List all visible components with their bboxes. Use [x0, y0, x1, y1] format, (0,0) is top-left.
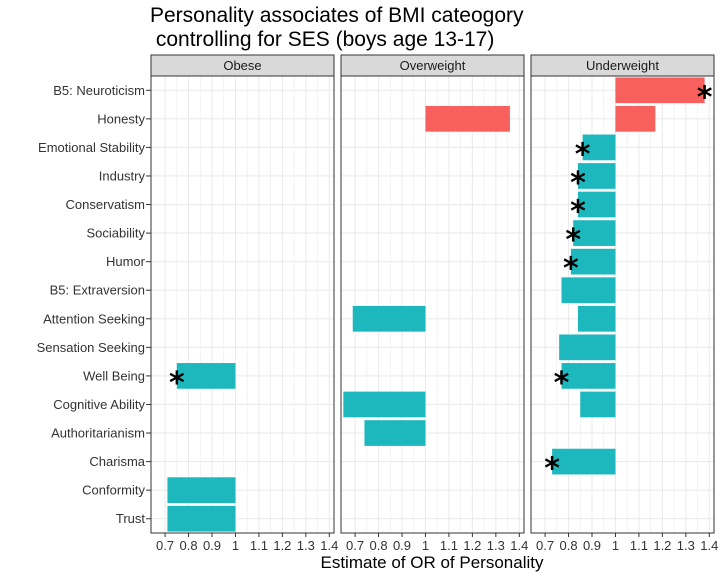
bar-underweight-cognitive-ability — [580, 391, 616, 418]
panel-background — [341, 76, 524, 533]
bar-underweight-conservatism — [577, 191, 616, 218]
bar-underweight-sensation-seeking — [559, 334, 616, 361]
bar-obese-conformity — [167, 477, 236, 504]
panel-background — [151, 76, 334, 533]
y-tick-label-industry: Industry — [99, 168, 146, 183]
significance-star: * — [544, 452, 560, 487]
bar-overweight-authoritarianism — [364, 420, 426, 446]
x-tick-label: 0.8 — [559, 538, 577, 553]
facet-strip-label: Underweight — [586, 58, 659, 73]
facet-strip-label: Obese — [223, 58, 261, 73]
y-tick-label-sociability: Sociability — [86, 226, 145, 241]
bar-underweight-attention-seeking — [577, 305, 616, 332]
x-tick-label: 0.8 — [179, 538, 197, 553]
x-tick-label: 1.2 — [273, 538, 291, 553]
significance-star: * — [697, 80, 713, 115]
bar-underweight-sociability — [573, 220, 616, 246]
x-tick-label: 1.4 — [320, 538, 338, 553]
x-tick-label: 1.1 — [250, 538, 268, 553]
bar-obese-well-being — [176, 363, 236, 389]
bar-obese-trust — [167, 505, 236, 532]
x-tick-label: 0.8 — [369, 538, 387, 553]
facet-panels: Obese * 0.7 0.8 0.9 1 1.1 1.2 1.3 1.4 Overweight 0.… — [150, 54, 718, 553]
y-tick-label-humor: Humor — [106, 254, 146, 269]
x-tick-label: 1.3 — [677, 538, 695, 553]
x-tick-label: 1.1 — [440, 538, 458, 553]
chart-title-line-2: controlling for SES (boys age 13-17) — [150, 28, 494, 51]
x-tick-label: 1.2 — [463, 538, 481, 553]
x-tick-label: 0.7 — [346, 538, 364, 553]
x-tick-label: 1.3 — [297, 538, 315, 553]
x-tick-label: 1 — [612, 538, 619, 553]
bar-underweight-industry — [577, 163, 616, 189]
bar-underweight-b5-extraversion — [561, 277, 616, 304]
y-tick-label-charisma: Charisma — [89, 454, 145, 469]
panel-border — [530, 75, 715, 534]
x-tick-label: 1.1 — [630, 538, 648, 553]
x-axis-title: Estimate of OR of Personality — [321, 553, 544, 572]
bar-overweight-honesty — [425, 105, 510, 132]
x-tick-label: 1.2 — [653, 538, 671, 553]
y-tick-label-well-being: Well Being — [83, 368, 145, 383]
bar-overweight-attention-seeking — [352, 305, 426, 332]
facet-strip-label: Overweight — [400, 58, 466, 73]
panel-border — [150, 75, 335, 534]
significance-star: * — [169, 366, 185, 401]
panel-underweight: Underweight********0.7 0.8 0.9 1 1.1 1.2 1.3 1.… — [530, 54, 718, 553]
panel-obese: Obese * 0.7 0.8 0.9 1 1.1 1.2 1.3 1.4 — [150, 54, 338, 553]
y-tick-label-b5-extraversion: B5: Extraversion — [50, 283, 145, 298]
y-tick-label-b5-neuroticism: B5: Neuroticism — [53, 83, 145, 98]
y-tick-label-conformity: Conformity — [82, 483, 145, 498]
x-tick-label: 0.7 — [536, 538, 554, 553]
y-tick-label-cognitive-ability: Cognitive Ability — [53, 397, 145, 412]
y-tick-label-sensation-seeking: Sensation Seeking — [37, 340, 145, 355]
significance-star: * — [554, 366, 570, 401]
y-tick-label-emotional-stability: Emotional Stability — [38, 140, 145, 155]
x-tick-label: 0.7 — [156, 538, 174, 553]
panel-overweight: Overweight 0.7 0.8 0.9 1 1.1 1.2 1.3 1.4 — [340, 54, 528, 553]
bar-underweight-humor — [570, 248, 616, 275]
y-tick-label-conservatism: Conservatism — [66, 197, 145, 212]
bar-underweight-emotional-stability — [582, 134, 616, 161]
y-tick-label-authoritarianism: Authoritarianism — [51, 426, 145, 441]
x-tick-label: 1.4 — [700, 538, 718, 553]
bar-underweight-charisma — [552, 448, 616, 475]
bar-underweight-well-being — [561, 363, 616, 389]
x-tick-label: 1.4 — [510, 538, 528, 553]
y-tick-label-honesty: Honesty — [97, 111, 145, 126]
x-tick-label: 1 — [232, 538, 239, 553]
panel-border — [340, 75, 525, 534]
x-tick-label: 1 — [422, 538, 429, 553]
bar-overweight-cognitive-ability — [343, 391, 426, 418]
x-tick-label: 0.9 — [393, 538, 411, 553]
chart-title-line-1: Personality associates of BMI cateogory — [150, 4, 524, 27]
y-axis-labels: B5: Neuroticism Honesty Emotional Stabilit… — [37, 83, 151, 526]
x-tick-label: 1.3 — [487, 538, 505, 553]
x-tick-label: 0.9 — [583, 538, 601, 553]
y-tick-label-attention-seeking: Attention Seeking — [43, 311, 145, 326]
bar-underweight-b5-neuroticism — [615, 77, 705, 104]
y-tick-label-trust: Trust — [116, 511, 146, 526]
bar-underweight-honesty — [615, 105, 656, 132]
x-tick-label: 0.9 — [203, 538, 221, 553]
